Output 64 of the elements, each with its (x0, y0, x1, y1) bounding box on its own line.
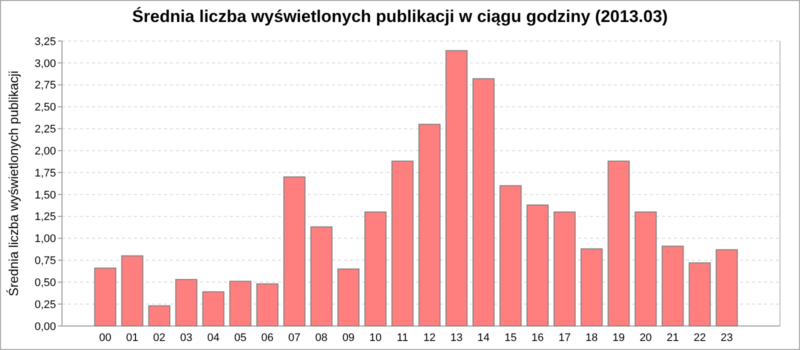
y-tick-label: 1,50 (34, 189, 56, 202)
bar (121, 255, 144, 326)
bar (310, 226, 332, 326)
bar (500, 185, 522, 326)
x-tick-label: 21 (666, 332, 679, 344)
x-tick-label: 02 (153, 332, 166, 344)
x-tick-label: 13 (450, 332, 463, 344)
x-tick-label: 05 (234, 332, 246, 344)
x-tick-label: 16 (531, 332, 544, 344)
bar (229, 280, 252, 326)
chart-title: Średnia liczba wyświetlonych publikacji w ciągu godziny (2013.03) (132, 6, 668, 26)
bar (175, 279, 198, 326)
bar (94, 268, 116, 326)
bar (148, 305, 170, 326)
x-tick-label: 11 (396, 332, 408, 344)
bar (662, 246, 684, 326)
bar (418, 124, 441, 326)
x-tick-label: 01 (126, 332, 138, 344)
bar (716, 249, 738, 326)
bar (608, 160, 630, 326)
y-tick-label: 1,25 (34, 211, 56, 224)
y-axis-title: Średnia liczba wyświetlonych publikacji (6, 70, 21, 296)
bar (472, 78, 495, 326)
x-tick-label: 14 (477, 332, 490, 344)
x-tick-label: 07 (288, 332, 301, 344)
y-tick-label: 2,00 (34, 145, 56, 158)
x-tick-label: 06 (261, 332, 274, 344)
y-tick-label: 3,25 (34, 36, 56, 48)
y-tick-label: 3,00 (34, 58, 56, 70)
y-tick-label: 0,75 (34, 255, 56, 268)
x-tick-label: 22 (694, 332, 706, 344)
x-tick-label: 12 (423, 332, 436, 344)
x-tick-label: 04 (207, 332, 220, 344)
bar (580, 248, 603, 326)
y-tick-label: 1,75 (34, 167, 56, 180)
bar (202, 291, 224, 326)
bar (391, 160, 414, 326)
y-tick-label: 2,50 (34, 102, 56, 114)
bar (554, 212, 576, 326)
x-tick-label: 18 (586, 332, 598, 344)
x-tick-label: 10 (369, 332, 382, 344)
bar (634, 212, 657, 326)
bar (256, 283, 278, 326)
y-tick-label: 1,00 (34, 233, 56, 246)
x-tick-label: 00 (99, 332, 112, 344)
x-tick-label: 19 (612, 332, 625, 344)
y-tick-label: 0,25 (34, 298, 56, 311)
y-tick-label: 0,00 (34, 320, 56, 333)
bar (526, 204, 549, 326)
bar (364, 212, 387, 326)
x-tick-label: 20 (640, 332, 652, 344)
x-tick-label: 15 (504, 332, 517, 344)
y-tick-label: 2,75 (34, 80, 56, 92)
bar (688, 262, 711, 326)
x-tick-label: 08 (315, 332, 328, 344)
x-tick-label: 17 (558, 332, 571, 344)
bar (337, 268, 360, 326)
y-tick-label: 2,25 (34, 124, 56, 136)
x-tick-label: 03 (180, 332, 192, 344)
x-tick-label: 23 (720, 332, 733, 344)
y-tick-label: 0,50 (34, 277, 56, 290)
bar (445, 50, 468, 326)
x-tick-label: 09 (342, 332, 355, 344)
bar (283, 176, 306, 326)
